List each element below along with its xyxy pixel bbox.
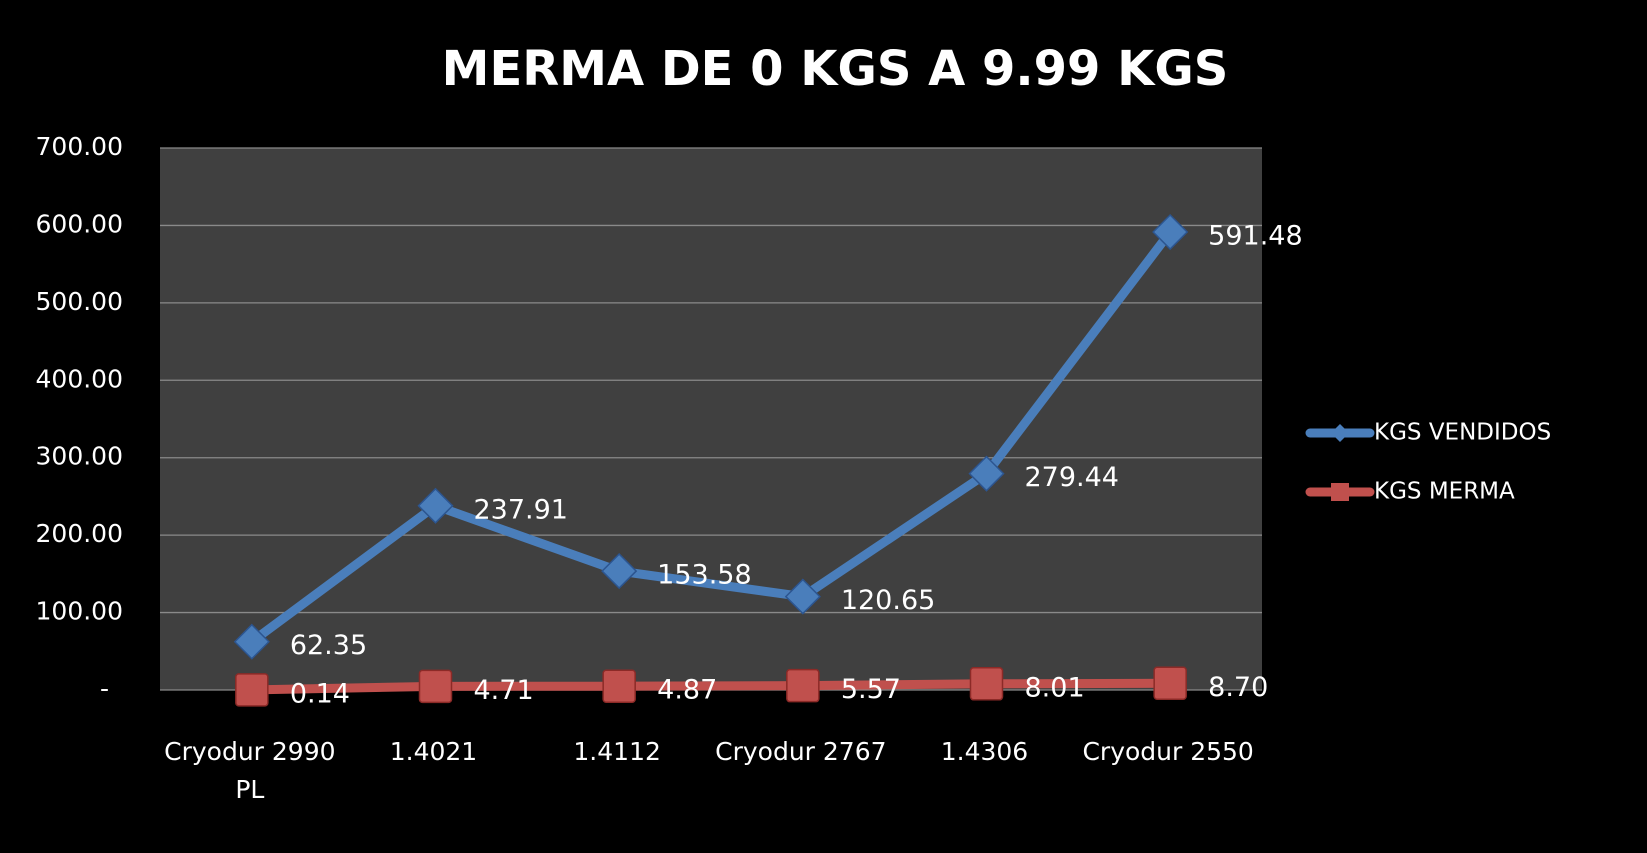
data-label: 62.35 <box>290 630 367 661</box>
y-tick-label: 600.00 <box>36 209 123 238</box>
data-point <box>417 487 454 524</box>
data-label: 279.44 <box>1025 462 1119 493</box>
series-line <box>247 678 1175 695</box>
data-point <box>233 623 270 660</box>
x-tick-label: 1.4306 <box>940 737 1029 766</box>
y-tick-label: 500.00 <box>36 287 123 316</box>
plot-area <box>160 148 1262 690</box>
data-label: 591.48 <box>1208 221 1302 252</box>
data-point <box>1153 666 1187 701</box>
x-tick-label: Cryodur 2767 <box>715 737 887 766</box>
x-tick-label: 1.4021 <box>389 737 478 766</box>
data-point <box>969 667 1004 701</box>
data-label: 120.65 <box>841 585 935 616</box>
legend-label: KGS MERMA <box>1374 479 1515 505</box>
data-point <box>784 578 821 615</box>
legend-marker <box>1331 483 1349 501</box>
x-tick-label: Cryodur 2990 PL <box>164 737 336 804</box>
data-point <box>786 668 820 703</box>
data-label: 153.58 <box>657 560 751 591</box>
y-tick-label: 700.00 <box>36 132 123 161</box>
data-label: 4.87 <box>657 675 717 706</box>
data-label: 237.91 <box>474 494 568 525</box>
data-label: 4.71 <box>474 675 534 706</box>
y-tick-label: - <box>100 674 109 703</box>
data-label: 5.57 <box>841 674 901 705</box>
chart-title: MERMA DE 0 KGS A 9.99 KGS <box>442 41 1229 97</box>
legend-label: KGS VENDIDOS <box>1374 420 1551 446</box>
legend-marker <box>1331 424 1349 442</box>
data-point <box>601 553 638 590</box>
data-label: 0.14 <box>290 678 350 709</box>
data-point <box>235 673 269 707</box>
y-tick-label: 400.00 <box>36 364 123 393</box>
x-tick-label: 1.4112 <box>573 737 661 766</box>
y-tick-label: 300.00 <box>36 442 123 471</box>
data-point <box>418 669 453 704</box>
x-tick-label: Cryodur 2550 <box>1082 737 1254 766</box>
y-tick-label: 200.00 <box>36 519 123 548</box>
data-label: 8.01 <box>1025 672 1085 703</box>
data-label: 8.70 <box>1208 672 1268 703</box>
data-point <box>602 669 636 703</box>
y-tick-label: 100.00 <box>36 597 123 626</box>
data-point <box>1152 213 1189 251</box>
data-point <box>968 455 1005 492</box>
series-line <box>247 227 1175 647</box>
